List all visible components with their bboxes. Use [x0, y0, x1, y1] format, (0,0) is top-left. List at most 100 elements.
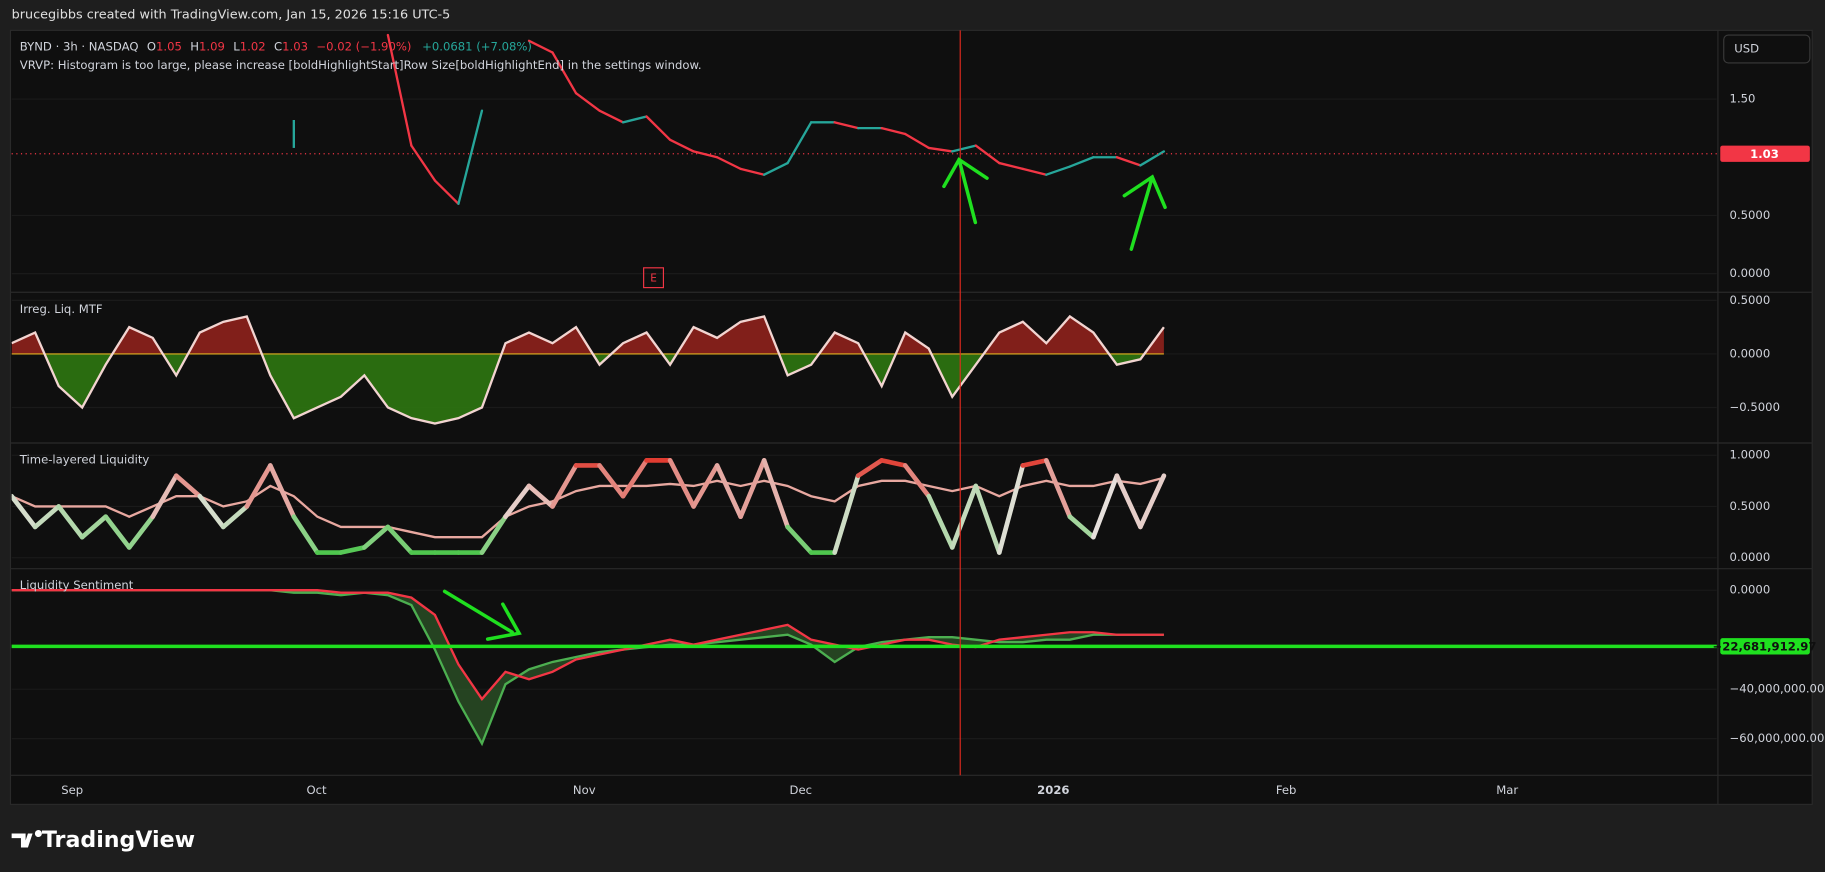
pane	[11, 33, 1717, 275]
line-segment	[691, 463, 720, 509]
line-segment	[526, 483, 555, 509]
line-segment	[973, 483, 1002, 555]
high-label: H	[190, 39, 199, 53]
line-segment	[715, 156, 742, 171]
y-tick-label: 0.5000	[1730, 499, 1771, 513]
line-segment	[479, 514, 508, 555]
pane	[11, 299, 1717, 425]
line-segment	[197, 493, 226, 530]
open-label: O	[147, 39, 156, 53]
x-tick-label: Feb	[1276, 783, 1297, 797]
line-segment	[786, 121, 813, 165]
open: 1.05	[156, 39, 182, 53]
x-tick-label: Sep	[61, 783, 83, 797]
x-tick-label: Mar	[1496, 783, 1518, 797]
line-segment	[761, 458, 790, 530]
line-segment	[173, 473, 203, 499]
line-segment	[904, 132, 930, 150]
earnings-badge[interactable]	[643, 267, 665, 289]
high: 1.09	[199, 39, 225, 53]
line-segment	[410, 144, 437, 182]
attribution: brucegibbs created with TradingView.com,…	[12, 8, 451, 23]
line-segment	[833, 121, 860, 130]
line-segment	[620, 458, 649, 499]
line-segment	[668, 138, 695, 153]
price-label: −22,681,912.97	[1713, 639, 1817, 653]
line-segment	[1068, 156, 1095, 168]
line-segment	[503, 483, 532, 520]
line-segment	[714, 463, 743, 520]
line-segment	[386, 33, 413, 147]
chart-area	[9, 29, 1813, 805]
line-segment	[645, 115, 672, 141]
vrvp-warning: VRVP: Histogram is too large, please inc…	[20, 58, 702, 72]
line-segment	[244, 463, 273, 509]
line-segment	[621, 115, 648, 124]
line-segment	[126, 514, 156, 550]
arrow	[942, 157, 989, 225]
price-label-box	[1720, 145, 1810, 162]
line-segment	[738, 458, 767, 520]
earnings-label[interactable]: E	[650, 272, 657, 284]
y-tick-label: 1.50	[1730, 92, 1756, 106]
line-segment	[79, 514, 109, 540]
line-segment	[385, 524, 414, 555]
line-segment	[527, 39, 554, 54]
line-segment	[1043, 458, 1073, 520]
annotations	[442, 157, 1167, 641]
line-segment	[951, 144, 977, 153]
line-segment	[762, 161, 789, 176]
line-segment	[1139, 150, 1166, 167]
line-segment	[927, 146, 954, 153]
line-segment	[855, 458, 885, 479]
line-segment	[56, 504, 85, 540]
line-segment	[338, 545, 367, 555]
y-tick-label: 0.0000	[1730, 583, 1771, 597]
logo: TradingView	[11, 827, 195, 853]
pane	[11, 454, 1717, 559]
y-tick-label: −0.5000	[1730, 400, 1780, 414]
x-tick-label: 2026	[1037, 783, 1069, 797]
line-segment	[902, 463, 932, 499]
line-segment	[832, 473, 861, 555]
change: −0.02 (−1.90%)	[316, 39, 411, 53]
arrow	[442, 589, 522, 641]
indicator-value: +0.0681 (+7.08%)	[422, 39, 532, 53]
logo-mark	[11, 830, 42, 848]
y-tick-label: 0.0000	[1730, 266, 1771, 280]
line-segment	[974, 144, 1001, 165]
y-tick-label: −40,000,000.00	[1730, 682, 1825, 696]
line-segment	[32, 504, 61, 530]
line-segment	[926, 493, 955, 550]
currency-button[interactable]	[1723, 34, 1811, 64]
line-segment	[1020, 458, 1049, 468]
line-segment	[880, 126, 907, 136]
time-axis: Sep Oct Nov Dec 2026 Feb Mar	[61, 783, 1518, 797]
line-segment	[949, 483, 979, 550]
legend: BYND · 3h · NASDAQ O1.05 H1.09 L1.02 C1.…	[20, 39, 532, 53]
line-segment	[433, 179, 460, 205]
close-label: C	[274, 39, 282, 53]
low: 1.02	[240, 39, 266, 53]
currency[interactable]: USD	[1734, 42, 1759, 56]
line-segment	[879, 458, 908, 468]
price-label: 1.03	[1750, 147, 1779, 161]
arrow	[1122, 174, 1167, 251]
line-segment	[739, 167, 766, 176]
line-segment	[150, 473, 179, 520]
pane-title: Liquidity Sentiment	[20, 578, 134, 592]
y-tick-label: 0.5000	[1730, 208, 1771, 222]
line-segment	[1021, 167, 1048, 176]
x-tick-label: Dec	[790, 783, 813, 797]
line-segment	[1138, 473, 1167, 530]
line-segment	[291, 514, 320, 555]
line-segment	[1115, 156, 1142, 167]
line-segment	[785, 524, 814, 555]
pane-title: Time-layered Liquidity	[19, 452, 150, 466]
line-segment	[457, 109, 484, 205]
logo-text: TradingView	[42, 827, 195, 853]
line-segment	[574, 92, 601, 112]
line-segment	[550, 463, 579, 509]
